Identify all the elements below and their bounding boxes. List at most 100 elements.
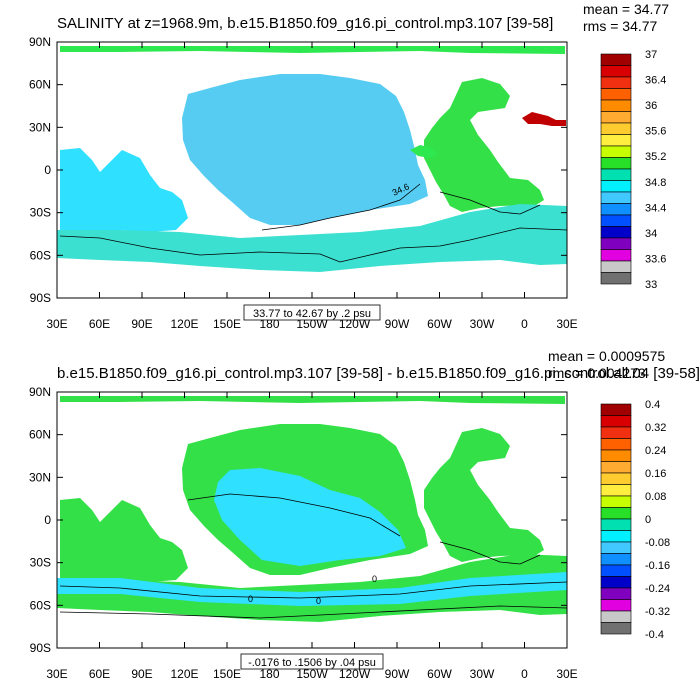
x-tick-label: 180 bbox=[259, 317, 279, 331]
colorbar-swatch bbox=[600, 122, 632, 135]
rms-stat: rms = 34.77 bbox=[583, 18, 658, 34]
colorbar-swatch bbox=[600, 461, 632, 474]
axes: 30E 60E 90E 120E 150E 180 150W 120W 90W 60W 30W 0 30… bbox=[29, 35, 578, 331]
contour-label: 0 bbox=[248, 594, 253, 604]
arctic-region bbox=[60, 396, 565, 404]
x-tick-label: 60E bbox=[89, 667, 110, 681]
map-field: 34.6 bbox=[57, 42, 567, 298]
colorbar-label: 36 bbox=[645, 100, 657, 112]
x-tick-label: 150W bbox=[296, 317, 328, 331]
y-tick-label: 0 bbox=[44, 513, 51, 527]
x-tick-label: 120E bbox=[170, 667, 198, 681]
colorbar-label: 34.8 bbox=[645, 177, 666, 189]
contour-line bbox=[187, 493, 401, 537]
axes: 30E 60E 90E 120E 150E 180 150W 120W 90W 60W 30W 0 30… bbox=[29, 385, 578, 681]
x-tick-label: 0 bbox=[521, 317, 528, 331]
x-tick-label: 30E bbox=[46, 317, 67, 331]
colorbar-swatch bbox=[600, 403, 632, 416]
contour-line bbox=[59, 581, 567, 599]
colorbar-swatch bbox=[600, 249, 632, 262]
colorbar-swatch bbox=[600, 507, 632, 520]
x-tick-label: 0 bbox=[521, 667, 528, 681]
y-tick-label: 60S bbox=[30, 248, 51, 262]
x-tick-label: 90E bbox=[131, 667, 152, 681]
y-tick-label: 30N bbox=[29, 470, 51, 484]
colorbar-swatch bbox=[600, 111, 632, 124]
atlantic-region bbox=[424, 78, 544, 212]
colorbar-label: 36.4 bbox=[645, 75, 666, 87]
pacific-region bbox=[182, 74, 428, 225]
colorbar-label: 35.6 bbox=[645, 126, 666, 138]
colorbar-swatch bbox=[600, 76, 632, 89]
colorbar-swatch bbox=[600, 564, 632, 577]
colorbar-label: 0.16 bbox=[645, 468, 666, 480]
colorbar-label: 0.4 bbox=[645, 399, 660, 411]
x-tick-label: 90W bbox=[385, 667, 410, 681]
colorbar-swatch bbox=[600, 157, 632, 170]
colorbar-label: 0.08 bbox=[645, 491, 666, 503]
x-tick-label: 60W bbox=[427, 317, 452, 331]
x-tick-label: 30E bbox=[556, 317, 577, 331]
southern-region bbox=[57, 554, 567, 622]
x-tick-label: 30E bbox=[46, 667, 67, 681]
colorbar-label: -0.16 bbox=[645, 560, 670, 572]
colorbar: 37 36.4 36 35.6 35.2 34.8 34.4 34 33.6 33 bbox=[600, 49, 666, 291]
difference-panel: b.e15.B1850.f09_g16.pi_control.mp3.107 [… bbox=[29, 348, 700, 681]
colorbar-swatch bbox=[600, 226, 632, 239]
colorbar-swatch bbox=[600, 426, 632, 439]
y-tick-label: 90N bbox=[29, 385, 51, 399]
colorbar-label: 37 bbox=[645, 49, 657, 61]
colorbar-label: -0.08 bbox=[645, 537, 670, 549]
colorbar-swatch bbox=[600, 576, 632, 589]
colorbar-label: 34 bbox=[645, 228, 657, 240]
y-tick-label: 90S bbox=[30, 641, 51, 655]
y-tick-label: 30S bbox=[30, 556, 51, 570]
colorbar-swatch bbox=[600, 53, 632, 66]
range-note-box bbox=[240, 653, 384, 670]
colorbar-swatch bbox=[600, 518, 632, 531]
y-tick-label: 90S bbox=[30, 291, 51, 305]
y-tick-label: 60N bbox=[29, 78, 51, 92]
negative-region bbox=[214, 468, 406, 566]
colorbar-swatch bbox=[600, 191, 632, 204]
x-tick-label: 150E bbox=[213, 317, 241, 331]
y-tick-label: 90N bbox=[29, 35, 51, 49]
x-tick-label: 60W bbox=[427, 667, 452, 681]
range-note: -.0176 to .1506 by .04 psu bbox=[248, 657, 376, 669]
colorbar-label: 0.32 bbox=[645, 422, 666, 434]
contour-label: 0 bbox=[372, 574, 377, 584]
mean-stat: mean = 34.77 bbox=[583, 1, 669, 17]
colorbar-swatch bbox=[600, 530, 632, 543]
colorbar-label: 0.24 bbox=[645, 445, 666, 457]
colorbar-swatch bbox=[600, 484, 632, 497]
salinity-panel: SALINITY at z=1968.9m, b.e15.B1850.f09_g… bbox=[29, 1, 669, 331]
y-tick-label: 60S bbox=[30, 598, 51, 612]
x-tick-label: 120W bbox=[339, 317, 371, 331]
contour-line bbox=[59, 605, 567, 619]
colorbar-swatch bbox=[600, 438, 632, 451]
colorbar-swatch bbox=[600, 610, 632, 623]
colorbar-swatch bbox=[600, 168, 632, 181]
contour-line bbox=[261, 183, 421, 231]
colorbar-swatch bbox=[600, 214, 632, 227]
arctic-region bbox=[60, 46, 565, 54]
colorbar-swatch bbox=[600, 134, 632, 147]
colorbar-swatch bbox=[600, 622, 632, 635]
colorbar-swatch bbox=[600, 99, 632, 112]
y-tick-label: 60N bbox=[29, 428, 51, 442]
range-note: 33.77 to 42.67 by .2 psu bbox=[253, 308, 371, 320]
x-tick-label: 90W bbox=[385, 317, 410, 331]
indian-region bbox=[60, 498, 188, 582]
colorbar-label: -0.4 bbox=[645, 629, 664, 641]
contour-label: 0 bbox=[316, 596, 321, 606]
x-tick-label: 30E bbox=[556, 667, 577, 681]
map-field: 0 0 0 bbox=[57, 392, 567, 648]
colorbar-swatch bbox=[600, 449, 632, 462]
panel-title: SALINITY at z=1968.9m, b.e15.B1850.f09_g… bbox=[57, 15, 553, 32]
contour-line bbox=[439, 541, 541, 565]
x-tick-label: 60E bbox=[89, 317, 110, 331]
colorbar-swatch bbox=[600, 145, 632, 158]
x-tick-label: 180 bbox=[259, 667, 279, 681]
colorbar-label: 34.4 bbox=[645, 202, 666, 214]
